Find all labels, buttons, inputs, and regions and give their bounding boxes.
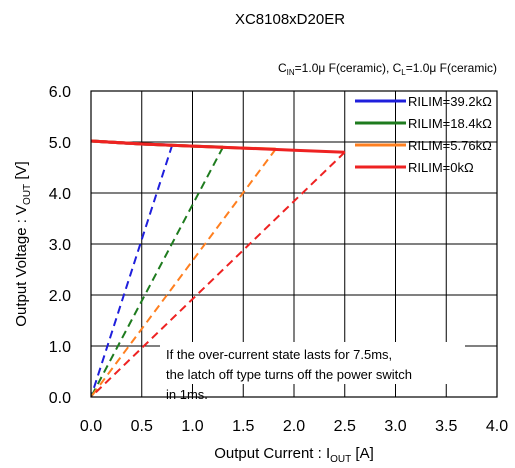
- x-tick-label-4: 2.0: [283, 418, 305, 435]
- x-tick-label-8: 4.0: [486, 418, 508, 435]
- annotation-line-2: in 1ms.: [166, 387, 208, 402]
- series-0-dashed-line: [91, 144, 174, 397]
- series-layer: [91, 139, 346, 397]
- legend: RILIM=39.2kΩ RILIM=18.4kΩ RILIM=5.76kΩ RILI…: [355, 94, 492, 175]
- y-tick-label-4: 4.0: [49, 186, 71, 203]
- y-axis-label: Output Voltage : VOUT [V]: [13, 161, 33, 326]
- chart-title: XC8108xD20ER: [235, 11, 345, 28]
- series-1-dashed-line: [91, 146, 224, 397]
- x-tick-labels: 0.0 0.5 1.0 1.5 2.0 2.5 3.0 3.5 4.0: [80, 418, 508, 435]
- y-tick-label-1: 1.0: [49, 339, 71, 356]
- x-tick-label-7: 3.5: [435, 418, 457, 435]
- annotation-line-0: If the over-current state lasts for 7.5m…: [166, 347, 392, 362]
- legend-label-1: RILIM=18.4kΩ: [408, 116, 492, 131]
- x-tick-label-5: 2.5: [334, 418, 356, 435]
- legend-label-3: RILIM=0kΩ: [408, 160, 474, 175]
- x-tick-label-2: 1.0: [181, 418, 203, 435]
- test-conditions: CIN=1.0μ F(ceramic), CL=1.0μ F(ceramic): [278, 61, 497, 77]
- x-tick-label-6: 3.0: [384, 418, 406, 435]
- series-3-solid-line: [91, 139, 345, 154]
- y-tick-label-6: 6.0: [49, 84, 71, 101]
- y-tick-labels: 0.0 1.0 2.0 3.0 4.0 5.0 6.0: [49, 84, 71, 407]
- plot-frame: [90, 90, 498, 398]
- series-3-dashed-line: [91, 151, 346, 397]
- x-tick-label-0: 0.0: [80, 418, 102, 435]
- x-axis-label: Output Current : IOUT [A]: [214, 445, 374, 465]
- annotation-bottom-edge: [160, 382, 465, 384]
- y-tick-label-3: 3.0: [49, 237, 71, 254]
- legend-label-2: RILIM=5.76kΩ: [408, 138, 492, 153]
- x-tick-label-1: 0.5: [131, 418, 153, 435]
- legend-label-0: RILIM=39.2kΩ: [408, 94, 492, 109]
- y-tick-label-2: 2.0: [49, 288, 71, 305]
- annotation-box: If the over-current state lasts for 7.5m…: [160, 342, 465, 402]
- annotation-background: [160, 342, 465, 384]
- annotation-line-1: the latch off type turns off the power s…: [166, 367, 412, 382]
- x-tick-label-3: 1.5: [232, 418, 254, 435]
- y-tick-label-0: 0.0: [49, 390, 71, 407]
- y-tick-label-5: 5.0: [49, 135, 71, 152]
